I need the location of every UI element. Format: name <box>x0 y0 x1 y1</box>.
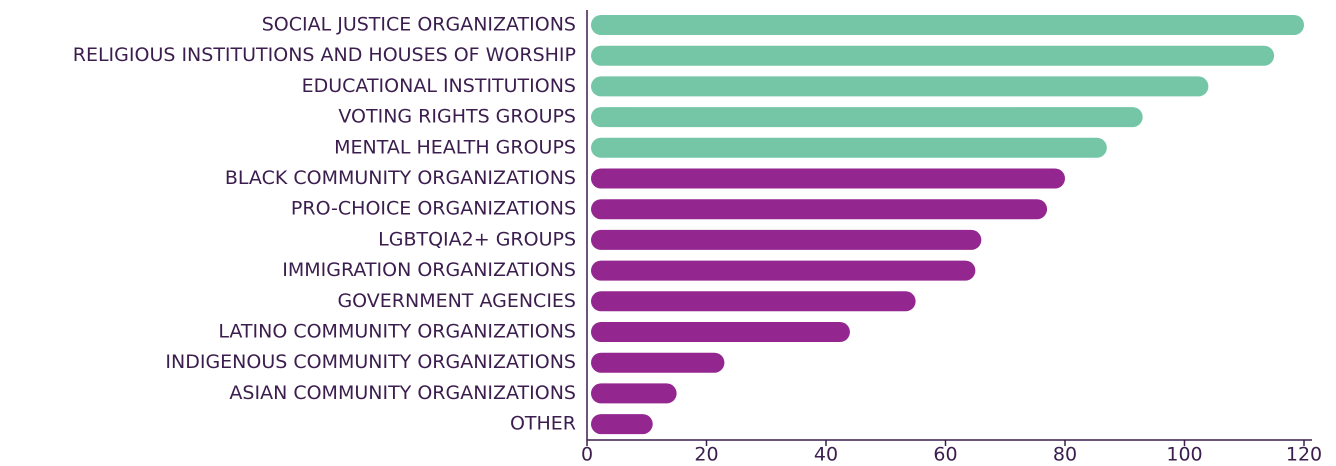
x-tick-label: 120 <box>1286 444 1322 466</box>
y-tick-label: EDUCATIONAL INSTITUTIONS <box>302 75 576 97</box>
bar <box>591 229 982 250</box>
bar <box>591 107 1143 128</box>
bar <box>591 352 725 373</box>
y-tick-label: BLACK COMMUNITY ORGANIZATIONS <box>225 167 576 189</box>
x-tick-label: 80 <box>1053 444 1077 466</box>
bar <box>591 322 850 342</box>
y-tick-label: LGBTQIA2+ GROUPS <box>378 228 576 250</box>
bar <box>591 199 1048 220</box>
bar <box>591 168 1065 189</box>
bar <box>591 45 1275 66</box>
bar <box>591 137 1107 158</box>
y-tick-label: MENTAL HEALTH GROUPS <box>334 136 576 158</box>
bar <box>591 383 677 404</box>
y-tick-label: IMMIGRATION ORGANIZATIONS <box>282 259 576 281</box>
x-tick-label: 100 <box>1166 444 1202 466</box>
y-tick-label: INDIGENOUS COMMUNITY ORGANIZATIONS <box>165 351 576 373</box>
bar <box>591 291 916 312</box>
y-tick-label: VOTING RIGHTS GROUPS <box>338 106 576 128</box>
bar <box>591 76 1209 97</box>
y-tick-label: RELIGIOUS INSTITUTIONS AND HOUSES OF WOR… <box>73 44 576 66</box>
bar <box>591 15 1304 35</box>
y-tick-label: OTHER <box>510 413 576 435</box>
x-tick-label: 0 <box>581 444 593 466</box>
y-tick-label: GOVERNMENT AGENCIES <box>337 290 576 312</box>
x-tick-label: 20 <box>694 444 718 466</box>
y-tick-label: LATINO COMMUNITY ORGANIZATIONS <box>218 321 576 343</box>
bar <box>591 260 976 281</box>
x-tick-label: 60 <box>933 444 957 466</box>
y-tick-label: ASIAN COMMUNITY ORGANIZATIONS <box>229 382 576 404</box>
x-tick-label: 40 <box>814 444 838 466</box>
y-tick-label: PRO-CHOICE ORGANIZATIONS <box>291 198 576 220</box>
y-tick-label: SOCIAL JUSTICE ORGANIZATIONS <box>262 14 576 36</box>
bar <box>591 414 653 435</box>
